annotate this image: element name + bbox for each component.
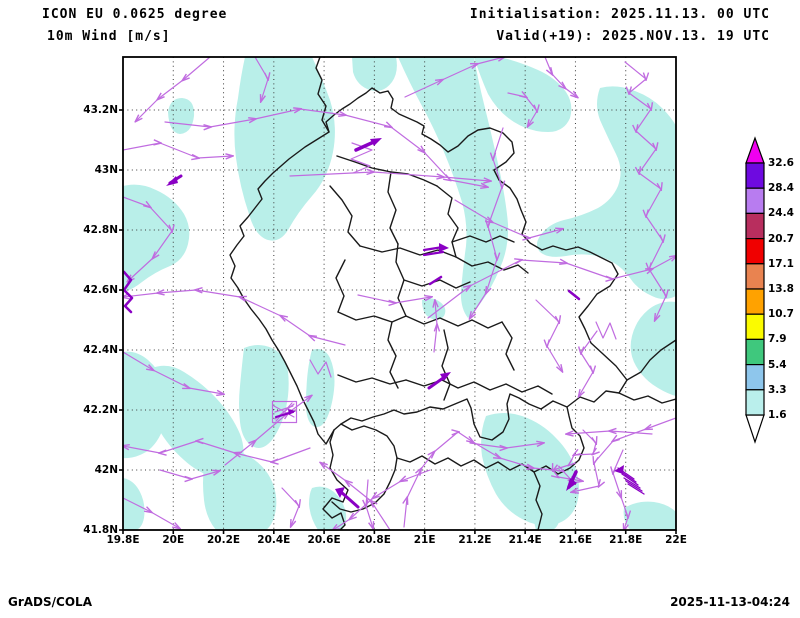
- wind-scribble-box: [271, 400, 298, 424]
- colorbar-segment: [745, 263, 765, 290]
- y-tick-label: 42.6N: [83, 284, 118, 296]
- wind-streamlines-layer: [123, 57, 676, 530]
- colorbar-level-label: 32.6: [768, 157, 794, 169]
- x-tick-label: 20E: [162, 534, 185, 546]
- y-tick-label: 42.4N: [83, 344, 118, 356]
- colorbar-segment: [745, 313, 765, 341]
- x-tick-label: 21.4E: [508, 534, 542, 546]
- x-tick-label: 22E: [665, 534, 687, 546]
- colorbar-segment: [745, 389, 765, 416]
- colorbar-level-label: 7.9: [768, 333, 787, 346]
- colorbar-segment: [745, 238, 765, 265]
- colorbar-level-label: 3.3: [768, 383, 787, 396]
- y-tick-label: 41.8N: [83, 524, 118, 536]
- grads-credit: GrADS/COLA: [8, 595, 92, 609]
- model-title: ICON EU 0.0625 degree: [42, 7, 228, 22]
- y-tick-label: 43.2N: [83, 104, 118, 116]
- colorbar-segment: [745, 212, 765, 240]
- x-tick-label: 20.4E: [257, 534, 291, 546]
- x-tick-label: 20.6E: [307, 534, 341, 546]
- colorbar-level-label: 24.4: [768, 207, 794, 220]
- x-tick-label: 21.2E: [458, 534, 492, 546]
- colorbar-level-label: 13.8: [768, 283, 794, 295]
- colorbar-segment: [745, 187, 765, 214]
- colorbar-level-label: 10.7: [768, 308, 794, 321]
- colorbar-level-label: 1.6: [768, 409, 787, 421]
- colorbar-level-label: 28.4: [768, 182, 794, 195]
- initialisation-time: Initialisation: 2025.11.13. 00 UTC: [469, 7, 770, 22]
- axis-ticks: [119, 109, 677, 534]
- x-tick-label: 20.2E: [206, 534, 241, 546]
- colorbar-segment: [745, 338, 765, 366]
- colorbar-segment: [745, 162, 765, 189]
- x-tick-label: 21E: [413, 534, 436, 546]
- colorbar: [745, 136, 765, 444]
- colorbar-segment: [745, 288, 765, 315]
- x-tick-label: 19.8E: [106, 534, 140, 546]
- colorbar-level-label: 20.7: [768, 232, 794, 245]
- y-tick-label: 42N: [94, 464, 118, 476]
- y-tick-label: 43N: [94, 164, 118, 176]
- y-tick-label: 42.8N: [83, 224, 118, 236]
- y-tick-label: 42.2N: [83, 404, 118, 416]
- variable-title: 10m Wind [m/s]: [47, 29, 171, 44]
- x-tick-label: 21.6E: [558, 534, 592, 546]
- strong-wind-vectors: [123, 138, 645, 509]
- x-tick-label: 20.8E: [357, 534, 391, 546]
- valid-time: Valid(+19): 2025.NOV.13. 19 UTC: [496, 29, 770, 44]
- map-frame: [122, 56, 677, 531]
- colorbar-segment: [745, 364, 765, 391]
- creation-timestamp: 2025-11-13-04:24: [670, 595, 790, 609]
- x-tick-label: 21.8E: [609, 534, 643, 546]
- colorbar-level-label: 17.1: [768, 257, 794, 270]
- colorbar-level-label: 5.4: [768, 358, 787, 371]
